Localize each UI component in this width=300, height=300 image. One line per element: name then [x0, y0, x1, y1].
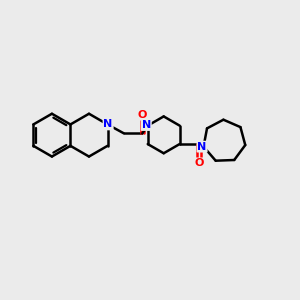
Text: N: N [103, 119, 113, 129]
Text: O: O [138, 110, 147, 120]
Text: N: N [197, 142, 207, 152]
Text: N: N [142, 120, 151, 130]
Text: O: O [194, 158, 204, 168]
